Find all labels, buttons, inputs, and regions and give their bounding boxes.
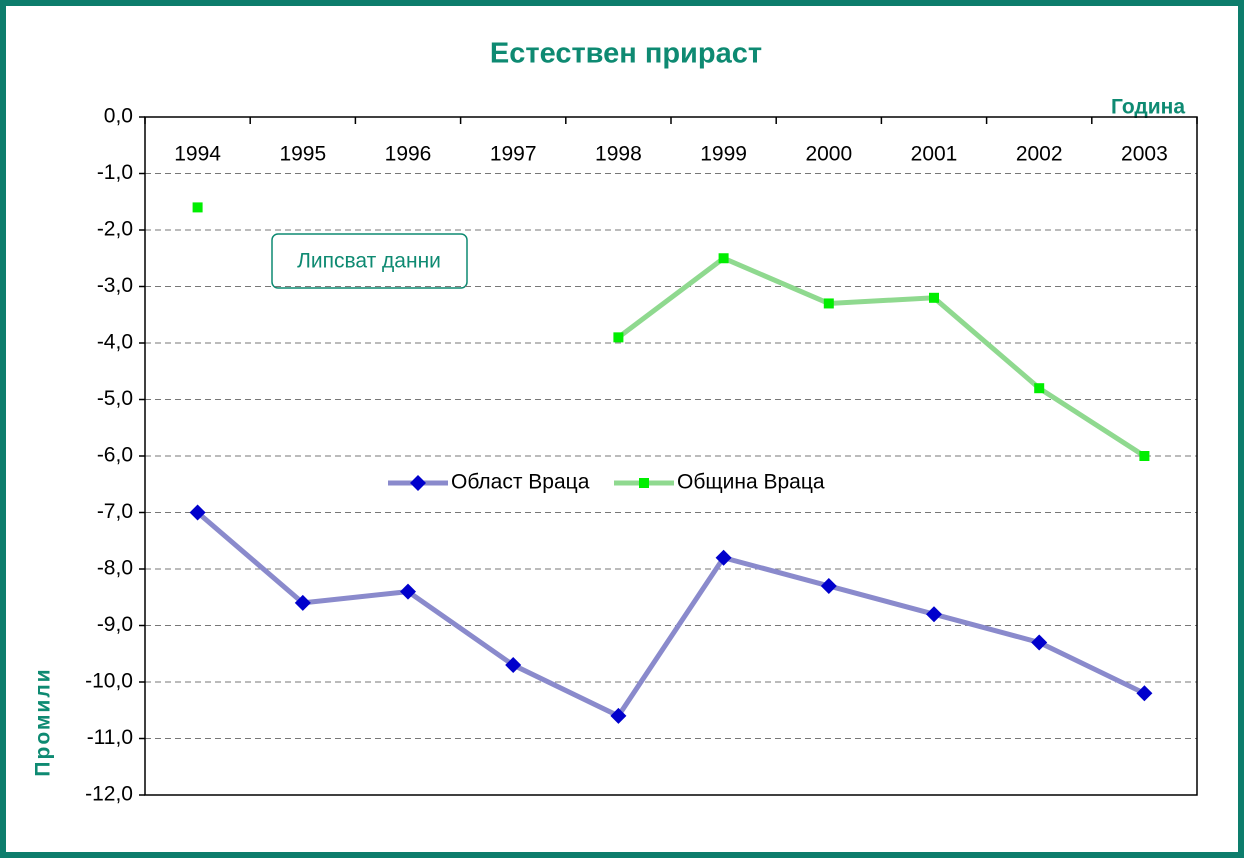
y-tick-label: -1,0	[97, 161, 133, 184]
annotation-box	[271, 233, 468, 289]
legend-marker	[410, 475, 426, 491]
y-tick-label: -9,0	[97, 613, 133, 636]
annotation: Липсват данни	[297, 250, 441, 273]
x-tick-label: 1998	[595, 143, 642, 166]
marker	[1139, 451, 1150, 461]
marker	[926, 606, 942, 623]
marker	[1031, 634, 1048, 651]
marker	[718, 253, 729, 264]
marker	[192, 202, 203, 213]
y-tick-label: -10,0	[85, 670, 133, 693]
marker	[823, 298, 834, 309]
x-tick-label: 1996	[385, 143, 432, 166]
x-tick-label: 2001	[911, 143, 958, 166]
marker	[400, 583, 416, 600]
x-tick-label: 1999	[700, 143, 747, 166]
y-tick-label: 0,0	[104, 105, 133, 128]
y-tick-label: -5,0	[97, 387, 133, 410]
marker	[1034, 383, 1045, 394]
marker	[189, 504, 206, 521]
y-tick-label: -6,0	[97, 444, 133, 467]
y-tick-label: -4,0	[97, 331, 133, 354]
y-tick-label: -8,0	[97, 557, 133, 580]
y-tick-label: -12,0	[85, 783, 133, 806]
marker	[715, 549, 732, 566]
x-tick-label: 2000	[805, 143, 852, 166]
x-tick-label: 2002	[1016, 143, 1063, 166]
legend-marker	[639, 478, 649, 488]
y-axis-label: Промили	[32, 667, 55, 776]
marker	[1136, 685, 1153, 702]
y-tick-label: -11,0	[87, 726, 133, 749]
legend-label: Област Враца	[451, 471, 590, 494]
x-tick-label: 1995	[279, 143, 326, 166]
x-axis-label: Година	[1111, 96, 1185, 119]
x-tick-label: 1994	[174, 143, 221, 166]
y-tick-label: -3,0	[97, 274, 133, 297]
series-line	[616, 255, 1146, 459]
chart-title: Естествен прираст	[490, 38, 762, 70]
x-tick-label: 2003	[1121, 143, 1168, 166]
marker	[294, 594, 311, 611]
marker	[613, 332, 624, 343]
marker	[610, 707, 627, 724]
marker	[929, 292, 939, 303]
y-tick-label: -2,0	[97, 218, 133, 241]
marker	[505, 657, 522, 674]
legend-label: Община Враца	[677, 471, 825, 494]
series-line	[195, 510, 1146, 720]
x-tick-label: 1997	[490, 143, 537, 166]
marker	[820, 577, 837, 594]
y-tick-label: -7,0	[97, 500, 133, 523]
